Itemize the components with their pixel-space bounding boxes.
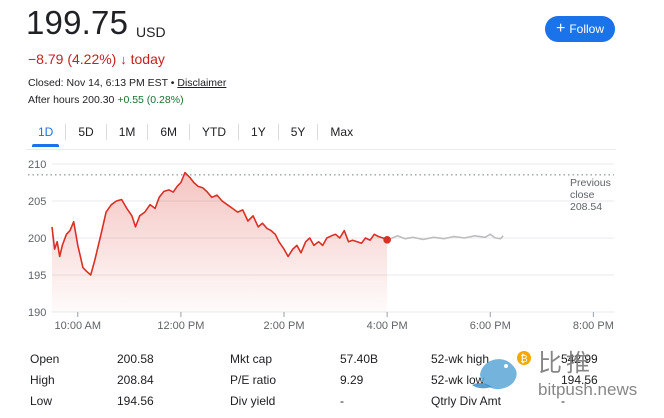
stat-value-52wk-low: 194.56: [561, 373, 598, 387]
regular-session-line: [51, 171, 388, 276]
follow-label: Follow: [569, 22, 605, 36]
after-hours: After hours 200.30 +0.55 (0.28%): [28, 94, 184, 106]
x-tick-label: 8:00 PM: [573, 320, 614, 332]
stat-label-low: Low: [30, 394, 53, 408]
stat-label-52wk-low: 52-wk low: [431, 373, 485, 387]
close-marker-dot: [383, 236, 391, 244]
tab-6m[interactable]: 6M: [160, 125, 178, 139]
after-hours-line: [386, 233, 504, 241]
bitcoin-icon: ₿: [520, 353, 527, 365]
tab-separator: [65, 124, 67, 140]
stat-value-52wk-high: 542.99: [561, 352, 598, 366]
currency-label: USD: [136, 24, 166, 40]
x-tick-label: 12:00 PM: [157, 320, 204, 332]
stat-value-qtrly-div: -: [561, 394, 565, 408]
stat-value-div-yield: -: [340, 394, 344, 408]
after-hours-change: +0.55 (0.28%): [117, 94, 184, 106]
previous-close-label: Previous: [570, 177, 611, 189]
closed-text: Closed: Nov 14, 6:13 PM EST •: [28, 77, 178, 89]
stat-value-open: 200.58: [117, 352, 154, 366]
stat-label-qtrly-div: Qtrly Div Amt: [431, 394, 502, 408]
tab-separator: [317, 124, 319, 140]
x-tick-label: 4:00 PM: [367, 320, 408, 332]
tab-1m[interactable]: 1M: [118, 125, 136, 139]
stat-value-low: 194.56: [117, 394, 154, 408]
y-tick-label: 205: [28, 196, 46, 208]
stat-label-div-yield: Div yield: [230, 394, 276, 408]
tab-separator: [147, 124, 149, 140]
x-tick-label: 10:00 AM: [55, 320, 101, 332]
y-tick-label: 200: [28, 233, 46, 245]
tab-1d[interactable]: 1D: [26, 125, 65, 147]
stat-label-pe-ratio: P/E ratio: [230, 373, 277, 387]
y-tick-label: 195: [28, 270, 46, 282]
tab-max[interactable]: Max: [330, 125, 354, 139]
stock-price: 199.75: [26, 4, 129, 41]
tab-separator: [277, 124, 279, 140]
change-value: −8.79 (4.22%): [28, 51, 117, 67]
tab-5y[interactable]: 5Y: [290, 125, 306, 139]
stat-label-52wk-high: 52-wk high: [431, 352, 490, 366]
previous-close-label: close: [570, 189, 595, 201]
previous-close-label: 208.54: [570, 201, 602, 213]
after-hours-price: After hours 200.30: [28, 94, 118, 106]
tab-separator: [105, 124, 107, 140]
tab-separator: [189, 124, 191, 140]
stat-label-open: Open: [30, 352, 60, 366]
price-change: −8.79 (4.22%) ↓ today: [28, 51, 165, 67]
market-status: Closed: Nov 14, 6:13 PM EST • Disclaimer: [28, 77, 226, 89]
y-tick-label: 190: [28, 307, 46, 319]
stat-label-mkt-cap: Mkt cap: [230, 352, 273, 366]
y-tick-label: 210: [28, 159, 46, 171]
stat-value-high: 208.84: [117, 373, 154, 387]
watermark-url: bitpush.news: [538, 380, 638, 399]
disclaimer-link[interactable]: Disclaimer: [177, 77, 227, 89]
regular-session-area: [52, 172, 388, 312]
change-period: today: [130, 51, 165, 67]
stat-label-high: High: [30, 373, 55, 387]
watermark-text: 比推: [538, 349, 594, 377]
stat-value-pe-ratio: 9.29: [340, 373, 364, 387]
tab-ytd[interactable]: YTD: [202, 125, 227, 139]
plus-icon: +: [555, 20, 566, 37]
tabs-divider: [26, 149, 616, 150]
tab-1y[interactable]: 1Y: [251, 125, 266, 139]
x-tick-label: 2:00 PM: [264, 320, 305, 332]
tab-5d[interactable]: 5D: [78, 125, 94, 139]
x-tick-label: 6:00 PM: [470, 320, 511, 332]
bird-logo-icon: ₿: [472, 351, 531, 390]
down-arrow-icon: ↓: [120, 52, 127, 67]
follow-button[interactable]: + Follow: [545, 16, 615, 42]
tab-separator: [238, 124, 240, 140]
stats-table: Open 200.58 High 208.84 Low 194.56 Mkt c…: [0, 348, 664, 418]
time-range-tabs: 1D 5D 1M 6M YTD 1Y 5Y Max: [26, 120, 365, 147]
stat-value-mkt-cap: 57.40B: [340, 352, 379, 366]
